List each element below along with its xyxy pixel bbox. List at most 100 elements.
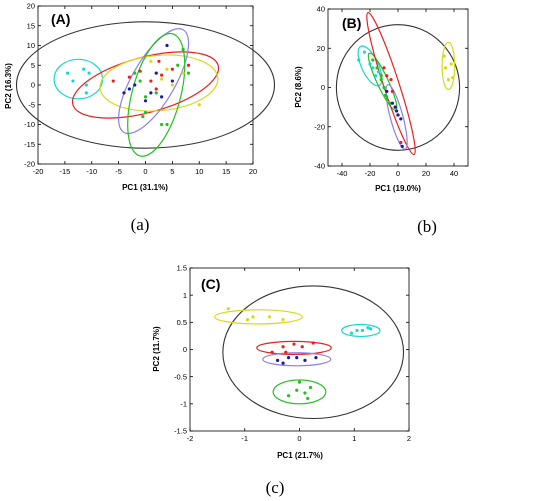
point-c-blue-3 — [303, 358, 307, 362]
y-tick-label-c-5: 1 — [183, 291, 187, 300]
point-a-red-2 — [149, 79, 153, 83]
point-a-blue-1 — [127, 87, 131, 91]
y-tick-label-b-0: -40 — [314, 162, 325, 171]
ellipse-a-black — [15, 21, 276, 149]
point-b-red-1 — [389, 78, 393, 82]
y-tick-label-b-2: 0 — [321, 83, 325, 92]
point-c-yellow-3 — [267, 315, 271, 319]
point-b-green-0 — [371, 58, 375, 62]
x-tick-label-a-7: 15 — [222, 167, 230, 176]
x-tick-label-a-0: -20 — [33, 167, 44, 176]
x-tick-label-b-3: 20 — [422, 169, 430, 178]
point-b-cyan-0 — [357, 58, 361, 62]
x-tick-label-c-4: 2 — [407, 434, 411, 443]
point-a-green-7 — [181, 47, 185, 52]
point-c-blue-1 — [286, 356, 291, 360]
point-b-cyan-2 — [368, 62, 372, 66]
point-b-green-7 — [379, 78, 383, 82]
point-a-blue-4 — [149, 91, 153, 95]
point-a-cyan-5 — [84, 91, 88, 95]
point-b-blue-1 — [390, 101, 394, 105]
point-a-cyan-4 — [87, 71, 91, 75]
x-axis-label-b: PC1 (19.0%) — [375, 184, 421, 193]
point-a-green-6 — [176, 63, 180, 67]
y-axis-label-c: PC2 (11.7%) — [152, 326, 161, 372]
ellipse-b-red — [366, 12, 416, 156]
caption-c: (c) — [266, 478, 285, 497]
point-b-green-4 — [383, 93, 387, 97]
point-c-blue-4 — [314, 356, 318, 360]
point-c-blue-0 — [276, 358, 280, 362]
panel-label-c: (C) — [201, 276, 220, 292]
y-tick-label-c-2: -0.5 — [174, 372, 187, 381]
point-a-green-2 — [143, 95, 148, 99]
point-b-yellow-2 — [446, 78, 450, 82]
point-c-yellow-4 — [281, 318, 285, 322]
point-c-blue-5 — [281, 361, 285, 365]
point-a-yellow-2 — [181, 71, 185, 75]
point-b-cyan-5 — [376, 70, 380, 74]
point-b-red-0 — [382, 66, 386, 70]
x-tick-label-c-1: -1 — [241, 434, 248, 443]
y-tick-label-c-3: 0 — [183, 345, 187, 354]
point-a-blue-7 — [170, 79, 174, 83]
x-tick-label-a-6: 10 — [195, 167, 203, 176]
plot-frame-b — [327, 8, 469, 167]
point-c-green-0 — [286, 394, 291, 398]
ellipse-c-green — [272, 379, 327, 405]
point-c-red-4 — [311, 341, 315, 345]
y-tick-label-a-4: 0 — [31, 81, 35, 90]
y-axis-label-a: PC2 (16.3%) — [4, 63, 13, 109]
point-b-blue-0 — [385, 89, 389, 94]
y-tick-label-c-1: -1 — [180, 399, 187, 408]
y-tick-label-a-1: -15 — [24, 140, 35, 149]
point-a-green-9 — [143, 111, 148, 115]
point-b-yellow-3 — [449, 62, 453, 66]
x-tick-label-a-3: -5 — [115, 167, 122, 176]
point-a-red-1 — [138, 69, 142, 73]
point-c-yellow-0 — [226, 307, 230, 311]
point-c-red-3 — [300, 345, 304, 349]
point-c-cyan-4 — [369, 327, 373, 331]
x-axis-label-c: PC1 (21.7%) — [277, 451, 323, 460]
y-tick-label-a-7: 15 — [27, 21, 35, 30]
point-a-red-6 — [186, 63, 191, 67]
point-a-blue-2 — [133, 83, 137, 87]
point-c-green-5 — [306, 396, 310, 400]
point-a-blue-0 — [122, 91, 126, 95]
caption-b: (b) — [417, 217, 437, 236]
panel-label-b: (B) — [342, 15, 361, 31]
x-tick-label-b-1: -20 — [365, 169, 376, 178]
y-tick-label-a-2: -10 — [24, 120, 35, 129]
point-b-blue-6 — [395, 109, 399, 113]
point-a-yellow-1 — [165, 67, 169, 71]
point-b-blue-3 — [396, 113, 400, 117]
x-tick-label-a-4: 0 — [143, 167, 147, 176]
point-b-green-6 — [388, 101, 392, 105]
x-tick-label-c-3: 1 — [352, 434, 356, 443]
panel-b: (B) PC1 (19.0%) PC2 (8.6%) (b) -40 -20 0 20… — [294, 5, 469, 236]
y-tick-label-c-6: 1.5 — [177, 264, 187, 273]
y-tick-label-a-0: -20 — [24, 160, 35, 169]
point-b-yellow-4 — [451, 76, 455, 80]
point-a-cyan-1 — [71, 79, 75, 83]
x-tick-label-a-2: -10 — [86, 167, 97, 176]
panel-label-a: (A) — [51, 11, 70, 27]
point-b-blue-2 — [393, 105, 397, 109]
point-c-yellow-1 — [245, 318, 250, 322]
x-tick-label-b-0: -40 — [337, 169, 348, 178]
point-b-green-1 — [375, 66, 379, 70]
point-b-red-6 — [385, 74, 389, 78]
plot-frame-a — [37, 5, 254, 165]
ellipse-a-green — [127, 32, 186, 157]
point-c-green-4 — [308, 385, 313, 390]
point-a-cyan-0 — [65, 71, 70, 75]
ellipse-a-cyan — [53, 58, 104, 100]
x-tick-label-b-2: 0 — [396, 169, 400, 178]
point-c-green-2 — [297, 380, 302, 384]
ellipse-b-violet — [385, 84, 408, 150]
point-a-green-3 — [154, 91, 158, 95]
ellipse-b-cyan — [357, 45, 383, 87]
point-c-cyan-1 — [355, 328, 359, 333]
ellipse-a-yellow — [99, 54, 219, 112]
